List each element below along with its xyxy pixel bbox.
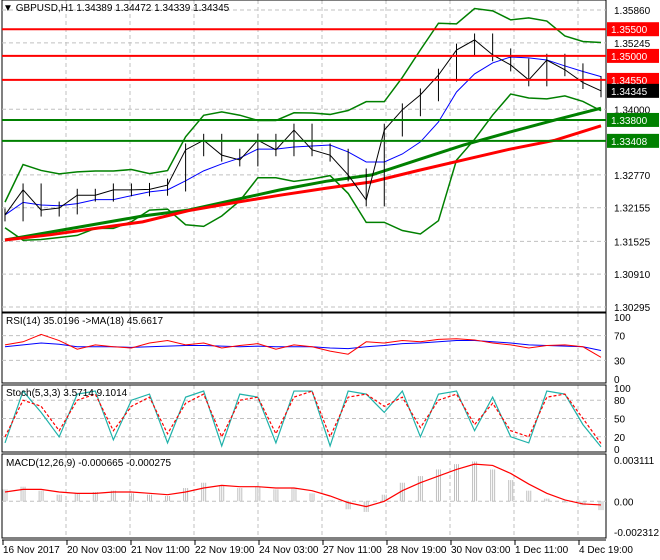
level-tag-text: 1.33408 bbox=[611, 137, 648, 148]
rsi-tick: 0 bbox=[614, 375, 620, 386]
price-tick: 1.32770 bbox=[614, 171, 651, 182]
ma-red-line bbox=[4, 124, 602, 242]
rsi-tick: 30 bbox=[614, 356, 626, 367]
time-tick: 27 Nov 11:00 bbox=[323, 545, 382, 556]
chart-header: ▼ GBPUSD,H1 1.34389 1.34472 1.34339 1.34… bbox=[3, 3, 229, 14]
level-tag bbox=[607, 72, 659, 87]
close-price: 1.34345 bbox=[193, 3, 230, 14]
macd-label: MACD(12,26,9) -0.000665 -0.000275 bbox=[6, 458, 172, 469]
price-tick: 1.30910 bbox=[614, 270, 651, 281]
bollinger-upper bbox=[4, 7, 602, 203]
rsi-ma-line bbox=[4, 340, 602, 351]
stoch-tick: 80 bbox=[614, 396, 626, 407]
time-tick: 21 Nov 11:00 bbox=[131, 545, 190, 556]
high-price: 1.34472 bbox=[115, 3, 152, 14]
price-line bbox=[4, 39, 602, 216]
macd-tick: -0.002312 bbox=[614, 528, 659, 539]
rsi-tick: 100 bbox=[614, 313, 631, 324]
symbol-label: GBPUSD,H1 bbox=[15, 3, 74, 14]
level-tag bbox=[607, 48, 659, 63]
stoch-signal-line bbox=[4, 390, 602, 444]
price-tick: 1.35245 bbox=[614, 39, 651, 50]
time-tick: 16 Nov 2017 bbox=[3, 545, 60, 556]
level-tag bbox=[607, 22, 659, 37]
current-price-text: 1.34345 bbox=[611, 87, 648, 98]
level-tag-text: 1.33800 bbox=[611, 116, 648, 127]
stoch-tick: 0 bbox=[614, 445, 620, 456]
panel-frame bbox=[1, 312, 607, 384]
bollinger-lower bbox=[4, 93, 602, 242]
level-tag-text: 1.35000 bbox=[611, 52, 648, 63]
time-tick: 22 Nov 19:00 bbox=[195, 545, 255, 556]
stoch-label: Stoch(5,3,3) 3.5714 9.1014 bbox=[6, 388, 128, 399]
rsi-tick: 70 bbox=[614, 332, 626, 343]
rsi-line bbox=[4, 333, 602, 358]
time-tick: 24 Nov 03:00 bbox=[259, 545, 319, 556]
level-tag-text: 1.35500 bbox=[611, 25, 648, 36]
time-tick: 28 Nov 19:00 bbox=[387, 545, 447, 556]
low-price: 1.34339 bbox=[154, 3, 191, 14]
collapse-arrow-icon[interactable]: ▼ bbox=[3, 3, 13, 14]
rsi-label: RSI(14) 35.0196 ->MA(18) 45.6617 bbox=[6, 316, 164, 327]
macd-signal-line bbox=[4, 463, 602, 508]
level-tag bbox=[607, 112, 659, 127]
price-tick: 1.31525 bbox=[614, 237, 651, 248]
macd-tick: 0.00 bbox=[614, 497, 634, 508]
price-tick: 1.30295 bbox=[614, 303, 651, 314]
stoch-main-line bbox=[4, 389, 602, 448]
stoch-tick: 50 bbox=[614, 415, 626, 426]
time-tick: 20 Nov 03:00 bbox=[67, 545, 127, 556]
current-price-tag bbox=[607, 83, 659, 98]
open-price: 1.34389 bbox=[76, 3, 113, 14]
price-tick: 1.34000 bbox=[614, 105, 651, 116]
price-tick: 1.35860 bbox=[614, 6, 651, 17]
time-tick: 4 Dec 19:00 bbox=[579, 545, 633, 556]
level-tag bbox=[607, 133, 659, 148]
time-tick: 1 Dec 11:00 bbox=[515, 545, 569, 556]
panel-frame bbox=[1, 453, 607, 539]
macd-tick: 0.003111 bbox=[614, 456, 655, 467]
stoch-tick: 100 bbox=[614, 384, 631, 395]
stoch-tick: 20 bbox=[614, 433, 626, 444]
price-tick: 1.32155 bbox=[614, 204, 651, 215]
panel-frame bbox=[1, 0, 607, 313]
ma-green-line bbox=[4, 106, 602, 242]
time-tick: 30 Nov 03:00 bbox=[451, 545, 511, 556]
level-tag-text: 1.34550 bbox=[611, 76, 648, 87]
